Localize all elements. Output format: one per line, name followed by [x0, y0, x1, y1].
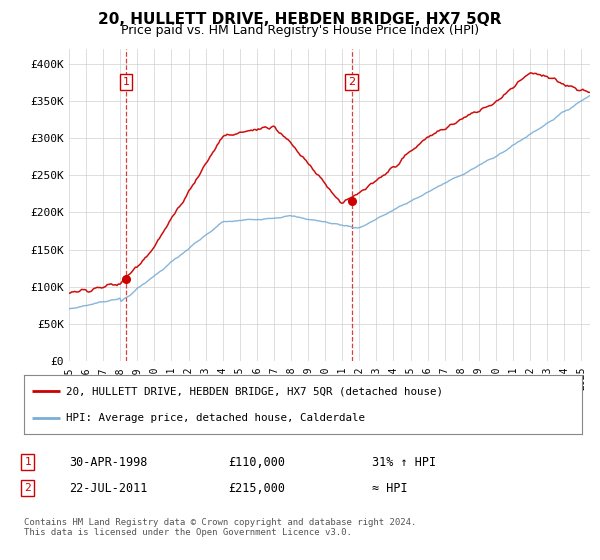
- Text: Contains HM Land Registry data © Crown copyright and database right 2024.
This d: Contains HM Land Registry data © Crown c…: [24, 518, 416, 538]
- Text: 31% ↑ HPI: 31% ↑ HPI: [372, 455, 436, 469]
- Text: 20, HULLETT DRIVE, HEBDEN BRIDGE, HX7 5QR: 20, HULLETT DRIVE, HEBDEN BRIDGE, HX7 5Q…: [98, 12, 502, 27]
- Text: £215,000: £215,000: [228, 482, 285, 495]
- Text: £110,000: £110,000: [228, 455, 285, 469]
- Text: 2: 2: [24, 483, 31, 493]
- Text: 20, HULLETT DRIVE, HEBDEN BRIDGE, HX7 5QR (detached house): 20, HULLETT DRIVE, HEBDEN BRIDGE, HX7 5Q…: [66, 386, 443, 396]
- Text: 1: 1: [122, 77, 130, 87]
- Text: ≈ HPI: ≈ HPI: [372, 482, 407, 495]
- Text: HPI: Average price, detached house, Calderdale: HPI: Average price, detached house, Cald…: [66, 413, 365, 423]
- Text: 30-APR-1998: 30-APR-1998: [69, 455, 148, 469]
- Text: 1: 1: [24, 457, 31, 467]
- Text: 2: 2: [348, 77, 355, 87]
- Text: Price paid vs. HM Land Registry's House Price Index (HPI): Price paid vs. HM Land Registry's House …: [121, 24, 479, 37]
- Text: 22-JUL-2011: 22-JUL-2011: [69, 482, 148, 495]
